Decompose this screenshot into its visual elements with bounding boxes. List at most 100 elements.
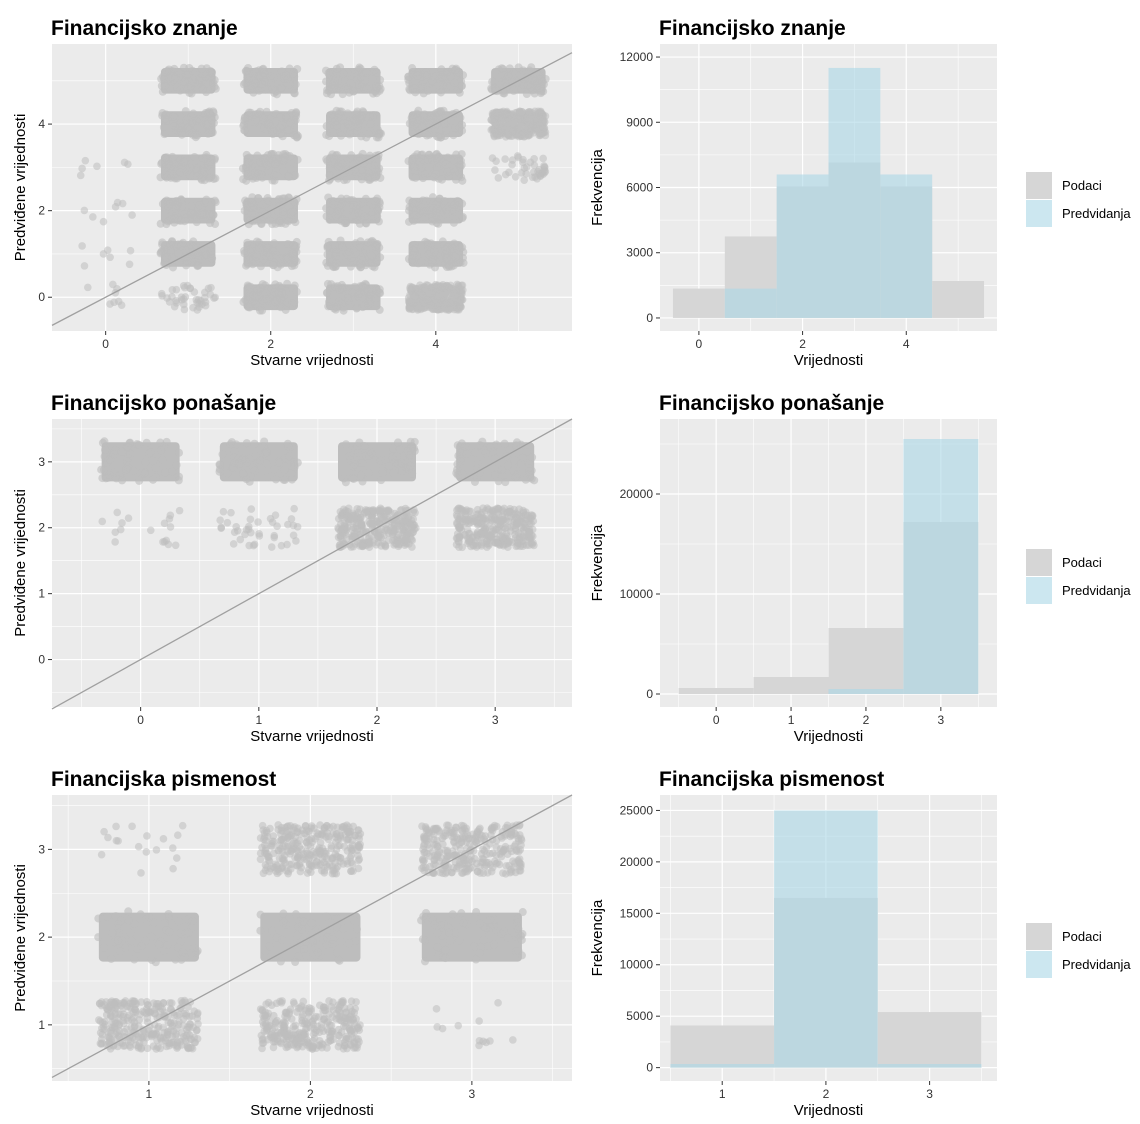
scatter-point (525, 459, 534, 468)
scatter-point (480, 847, 489, 855)
scatter-point (180, 1009, 188, 1018)
legend-label-predvidanja: Predvidanja (1062, 206, 1131, 221)
scatter-point (333, 862, 342, 871)
scatter-point (232, 522, 240, 531)
scatter-point (251, 78, 260, 87)
scatter-point (323, 288, 332, 297)
scatter-point (256, 834, 265, 842)
scatter-point (520, 176, 529, 184)
scatter-point (239, 121, 248, 130)
scatter-point (136, 910, 145, 919)
scatter-point (335, 1031, 343, 1040)
x-axis-label: Stvarne vrijednosti (250, 728, 373, 745)
scatter-point (361, 284, 370, 293)
scatter-point (409, 216, 418, 225)
scatter-point (112, 836, 121, 845)
scatter-point (244, 282, 253, 291)
scatter-point (280, 465, 289, 474)
scatter-point (428, 193, 437, 202)
chart-title: Financijsko ponašanje (51, 392, 276, 415)
scatter-point (97, 465, 106, 474)
scatter-point (243, 168, 252, 177)
scatter-point (513, 115, 522, 124)
scatter-point (301, 822, 310, 830)
scatter-point (492, 851, 501, 859)
scatter-point (407, 157, 416, 166)
scatter-point (186, 209, 195, 218)
chart-title: Financijsko znanje (51, 17, 238, 40)
x-tick-label: 3 (926, 1087, 933, 1101)
scatter-point (289, 531, 298, 540)
scatter-point (419, 857, 428, 866)
scatter-point (442, 826, 451, 835)
scatter-point (76, 171, 85, 180)
scatter-point (506, 508, 514, 516)
scatter-point (358, 293, 367, 302)
scatter-point (531, 114, 540, 123)
scatter-point (336, 532, 345, 540)
scatter-point (501, 110, 509, 119)
scatter-point (263, 151, 272, 160)
scatter-point (321, 66, 330, 75)
scatter-point (364, 535, 372, 544)
scatter-point (445, 299, 454, 307)
scatter-point (344, 293, 353, 302)
scatter-point (507, 868, 516, 876)
scatter-point (282, 113, 291, 122)
scatter-point (297, 1029, 306, 1038)
scatter-point (182, 257, 191, 266)
scatter-point (256, 262, 265, 271)
y-tick-label: 6000 (626, 181, 653, 195)
scatter-point (431, 263, 440, 272)
scatter-point (345, 126, 354, 135)
scatter-point (422, 824, 430, 833)
scatter-point (455, 123, 464, 132)
scatter-point (271, 511, 280, 519)
scatter-point (430, 840, 438, 849)
scatter-point (176, 937, 185, 946)
scatter-point (284, 172, 293, 181)
scatter-point (453, 297, 462, 306)
scatter-point (256, 910, 265, 919)
scatter-point (282, 71, 291, 80)
scatter-point (252, 67, 261, 76)
scatter-point (291, 1021, 300, 1030)
scatter-point (205, 209, 214, 218)
scatter-point (389, 468, 398, 477)
scatter-point (292, 931, 301, 940)
scatter-point (341, 440, 350, 449)
scatter-point (130, 955, 139, 964)
scatter-point (286, 210, 295, 219)
scatter-point (113, 508, 122, 517)
scatter-point (216, 516, 224, 525)
scatter-point (279, 909, 288, 918)
scatter-point (206, 67, 215, 76)
scatter-point (126, 928, 135, 937)
scatter-point (540, 162, 548, 170)
scatter-point (472, 907, 481, 916)
scatter-point (111, 912, 120, 921)
scatter-point (99, 217, 108, 226)
scatter-point (275, 123, 284, 132)
scatter-point (293, 64, 302, 73)
scatter-point (511, 173, 520, 181)
scatter-point (181, 929, 190, 938)
bar-predvidanja (877, 1064, 982, 1068)
scatter-point (411, 292, 419, 301)
scatter-point (438, 1024, 447, 1033)
scatter-point (122, 465, 131, 474)
scatter-point (521, 132, 529, 141)
scatter-point (163, 941, 172, 950)
scatter-point (279, 166, 288, 175)
scatter-point (446, 936, 455, 945)
x-tick-label: 1 (719, 1087, 726, 1101)
scatter-point (263, 472, 272, 481)
scatter-point (277, 541, 286, 550)
scatter-point (245, 303, 254, 312)
scatter-point (164, 65, 173, 74)
scatter-point (204, 129, 213, 138)
x-tick-label: 1 (146, 1087, 153, 1101)
scatter-point (458, 860, 467, 868)
scatter-point (490, 131, 499, 140)
scatter-point (376, 173, 385, 182)
